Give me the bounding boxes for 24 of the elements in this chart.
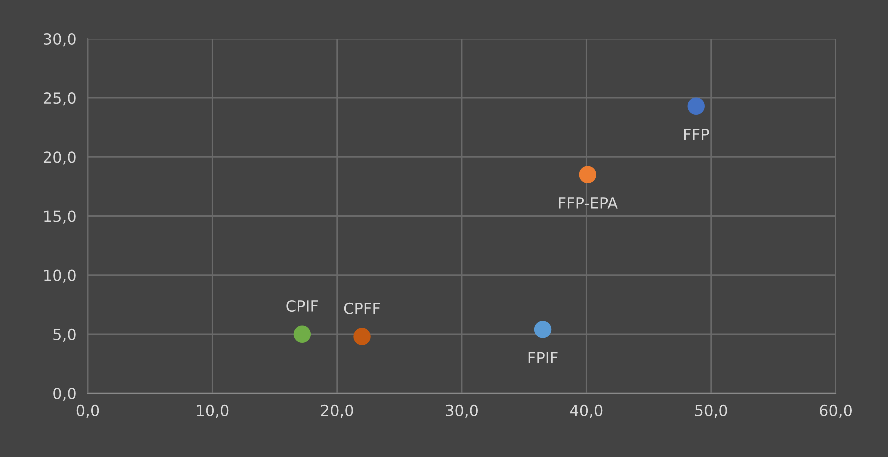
x-tick-label: 40,0 [570,404,603,418]
series-label: CPFF [344,302,380,314]
y-tick-label: 15,0 [44,210,76,224]
x-tick-label: 60,0 [820,404,852,418]
y-tick-label: 30,0 [44,33,76,47]
y-tick-label: 0,0 [54,388,76,402]
x-tick-label: 10,0 [197,404,229,418]
y-tick-label: 25,0 [44,92,76,106]
x-tick-label: 30,0 [446,404,478,418]
y-tick-label: 10,0 [44,270,76,283]
point [688,98,705,115]
x-tick-label: 50,0 [696,404,728,418]
point [579,166,597,184]
series-label: FPIF [528,352,558,364]
series-label: FFP [684,129,710,140]
series-label: FFP-EPA [559,198,618,209]
y-tick-label: 20,0 [44,152,76,165]
point [534,321,552,338]
x-tick-label: 0,0 [76,404,100,418]
point [294,326,312,344]
point [354,328,371,346]
x-tick-label: 20,0 [321,404,354,418]
y-tick-label: 5,0 [54,328,76,342]
series-label: CPIF [286,300,318,312]
